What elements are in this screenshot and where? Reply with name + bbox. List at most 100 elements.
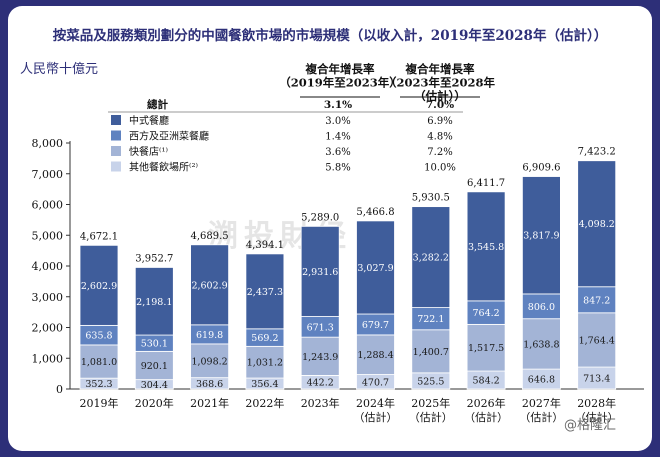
cagr-value: 5.8% xyxy=(325,163,350,174)
cagr-header-line: （2023年至2028年 xyxy=(385,76,496,90)
cagr-total-label: 總計 xyxy=(147,98,168,111)
y-tick-label: 1,000 xyxy=(32,352,64,365)
bar-value-label: 646.8 xyxy=(528,375,555,386)
x-tick-label: 2022年 xyxy=(245,396,284,410)
cagr-value: 1.4% xyxy=(325,132,350,143)
x-tick-label: （估計） xyxy=(354,410,398,424)
bar-value-label: 679.7 xyxy=(362,320,389,331)
chart-frame: 按菜品及服務類別劃分的中國餐飲市場的市場規模（以收入計，2019年至2028年（… xyxy=(8,6,652,451)
bar-value-label: 1,081.0 xyxy=(81,357,117,368)
x-tick-label: 2024年 xyxy=(356,396,395,410)
bar-value-label: 2,931.6 xyxy=(302,267,338,278)
bar-value-label: 671.3 xyxy=(307,322,334,333)
cagr-header-line: 複合年增長率 xyxy=(405,62,475,76)
cagr-value: 7.2% xyxy=(427,147,452,158)
legend-label: 其他餐飲場所⁽²⁾ xyxy=(129,161,198,174)
bar-value-label: 1,243.9 xyxy=(302,352,338,363)
cagr-header-line: （估計）） xyxy=(414,89,466,103)
bar-value-label: 4,098.2 xyxy=(579,219,615,230)
chart-svg: 複合年增長率（2019年至2023年）複合年增長率（2023年至2028年（估計… xyxy=(32,62,644,424)
bar-value-label: 1,638.8 xyxy=(523,339,559,350)
bar-value-label: 1,764.4 xyxy=(579,335,615,346)
cagr-header-line: （2019年至2023年） xyxy=(279,76,401,90)
cagr-value: 10.0% xyxy=(424,163,456,174)
bar-value-label: 764.2 xyxy=(472,308,499,319)
bar-value-label: 619.8 xyxy=(196,330,223,341)
y-tick-label: 4,000 xyxy=(32,260,64,273)
cagr-header-line: 複合年增長率 xyxy=(305,62,375,76)
bar-value-label: 584.2 xyxy=(472,376,499,387)
bar-segment xyxy=(79,244,119,326)
x-tick-label: （估計） xyxy=(575,410,619,424)
bar-value-label: 847.2 xyxy=(583,295,610,306)
y-tick-label: 7,000 xyxy=(32,168,64,181)
bar-value-label: 2,602.9 xyxy=(81,281,117,292)
cagr-value: 3.0% xyxy=(325,116,350,127)
bar-total-label: 3,952.7 xyxy=(135,253,173,264)
bar-segment xyxy=(300,336,340,376)
cagr-total-value: 3.1% xyxy=(324,99,352,111)
bar-value-label: 806.0 xyxy=(528,302,555,313)
bar-value-label: 352.3 xyxy=(85,379,112,390)
bar-total-label: 5,289.0 xyxy=(301,212,339,223)
bar-value-label: 722.1 xyxy=(417,314,444,325)
bar-value-label: 304.4 xyxy=(141,380,168,391)
bar-segment xyxy=(577,312,617,368)
bar-segment xyxy=(577,286,617,314)
x-tick-label: 2028年 xyxy=(577,396,616,410)
x-tick-label: 2027年 xyxy=(522,396,561,410)
legend-swatch xyxy=(111,161,121,172)
bar-value-label: 530.1 xyxy=(141,339,168,350)
legend-label: 西方及亞洲菜餐廳 xyxy=(129,130,209,143)
x-tick-label: 2023年 xyxy=(301,396,340,410)
bar-value-label: 1,288.4 xyxy=(357,350,393,361)
bar-value-label: 2,602.9 xyxy=(191,280,227,291)
bar-value-label: 356.4 xyxy=(251,379,278,390)
y-tick-label: 8,000 xyxy=(32,137,64,150)
bar-total-label: 7,423.2 xyxy=(578,147,616,158)
cagr-value: 3.6% xyxy=(325,147,350,158)
bar-segment xyxy=(577,160,617,288)
bar-value-label: 3,817.9 xyxy=(523,231,559,242)
watermark-corner: @格隆汇 xyxy=(564,418,617,433)
x-tick-label: 2019年 xyxy=(80,396,119,410)
bar-value-label: 525.5 xyxy=(417,376,444,387)
bar-value-label: 920.1 xyxy=(141,361,168,372)
bar-total-label: 5,930.5 xyxy=(412,193,450,204)
legend-swatch xyxy=(111,146,121,156)
legend-swatch xyxy=(111,130,121,141)
x-tick-label: （估計） xyxy=(464,410,508,424)
y-tick-label: 2,000 xyxy=(32,322,64,335)
legend-label: 快餐店⁽¹⁾ xyxy=(129,145,168,158)
bar-segment xyxy=(245,345,285,379)
x-tick-label: 2026年 xyxy=(467,396,506,410)
bar-segment xyxy=(411,206,451,308)
bar-total-label: 6,411.7 xyxy=(467,178,505,189)
bar-value-label: 3,545.8 xyxy=(468,242,504,253)
bar-total-label: 4,394.1 xyxy=(246,240,284,251)
x-tick-label: 2025年 xyxy=(411,396,450,410)
bar-segment xyxy=(300,225,340,317)
bar-value-label: 368.6 xyxy=(196,379,223,390)
y-tick-label: 5,000 xyxy=(32,229,64,242)
bar-value-label: 635.8 xyxy=(85,331,112,342)
y-tick-label: 6,000 xyxy=(32,199,64,212)
bar-segment xyxy=(190,244,230,326)
x-tick-label: 2021年 xyxy=(190,396,229,410)
chart-title: 按菜品及服務類別劃分的中國餐飲市場的市場規模（以收入計，2019年至2028年（… xyxy=(52,28,608,44)
bar-total-label: 5,466.8 xyxy=(356,207,394,218)
x-tick-label: （估計） xyxy=(409,410,453,424)
bar-segment xyxy=(356,334,395,375)
bar-value-label: 1,400.7 xyxy=(413,347,449,358)
bar-value-label: 569.2 xyxy=(251,333,278,344)
bar-value-label: 1,031.2 xyxy=(247,358,283,369)
x-tick-label: （估計） xyxy=(519,410,563,424)
bar-segment xyxy=(245,253,285,330)
cagr-value: 4.8% xyxy=(427,132,452,143)
bar-total-label: 4,672.1 xyxy=(80,231,118,242)
x-tick-label: 2020年 xyxy=(135,396,174,410)
cagr-total-value: 7.0% xyxy=(426,99,454,111)
legend-swatch xyxy=(111,115,121,125)
bar-value-label: 1,517.5 xyxy=(468,343,504,354)
bar-segment xyxy=(79,344,119,379)
